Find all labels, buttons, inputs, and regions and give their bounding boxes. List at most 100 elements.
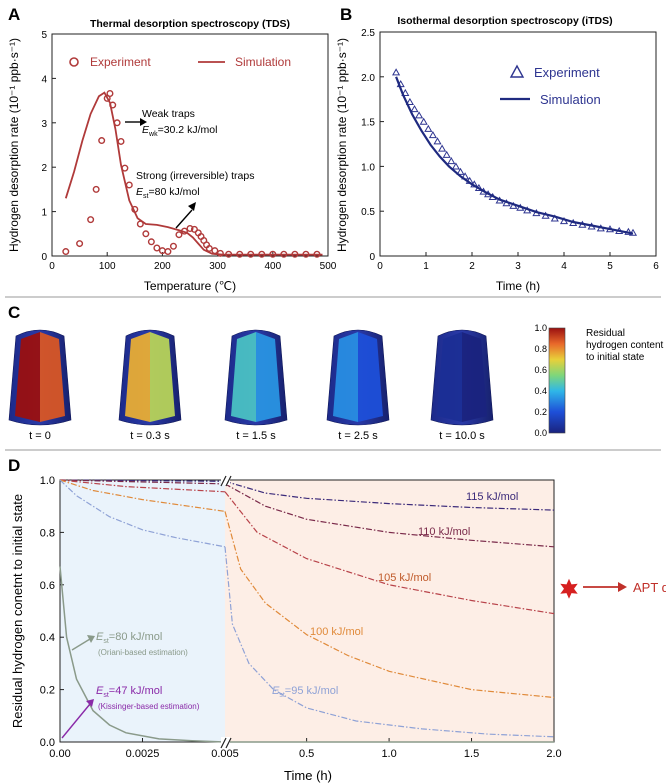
snapshot-label: t = 2.5 s [338, 430, 378, 442]
panel-a-experiment-point [280, 250, 288, 258]
panel-a-annotation-weak: Weak traps [142, 108, 195, 120]
panel-a-experiment-point [87, 216, 95, 224]
panel-label-d: D [8, 456, 20, 475]
est47-label: Est=47 kJ/mol [96, 685, 162, 699]
panel-a-experiment-point [269, 250, 277, 258]
panel-a-experiment-point [109, 101, 117, 109]
panel-a-experiment-point [98, 137, 106, 145]
panel-b-xtick-label: 5 [607, 261, 613, 272]
panel-a-experiment-point [247, 250, 255, 258]
snapshot-core-left [15, 332, 40, 422]
colorbar-tick-label: 0.6 [534, 365, 547, 375]
snapshot-core-right [358, 332, 383, 422]
panel-a-legend-experiment-marker [69, 57, 79, 67]
panel-a-experiment-point [106, 89, 114, 97]
panel-a-plot-frame [51, 33, 329, 257]
panel-b-experiment-point [456, 167, 465, 175]
colorbar-tick-label: 0.4 [534, 386, 547, 396]
panel-a-experiment-point [62, 248, 70, 256]
panel-d-ytick-label: 1.0 [40, 475, 55, 487]
panel-a-experiment-point [164, 248, 172, 256]
series-line-95-kJ-mol [59, 479, 226, 548]
apt-arrow-head [618, 582, 627, 592]
panel-d-ytick-label: 0.6 [40, 580, 55, 592]
panel-a-ytick-label: 5 [41, 30, 47, 41]
panel-a-experiment-point [291, 250, 299, 258]
panel-a-ytick-label: 3 [41, 119, 47, 130]
est95-label: Est=95 kJ/mol [272, 685, 338, 699]
est80-arrow [71, 638, 91, 651]
panel-d-xtick-label: 1.0 [381, 748, 396, 760]
panel-b-ytick-label: 2.0 [361, 73, 375, 84]
apt-data-marker [560, 578, 578, 599]
panel-a-experiment-point [236, 250, 244, 258]
panel-a-experiment-point [180, 227, 188, 235]
snapshot-core-right [40, 332, 65, 422]
panel-a-experiment-point [169, 242, 177, 250]
snapshot-core-right [462, 332, 487, 422]
panel-d-ytick-label: 0.8 [40, 527, 55, 539]
colorbar-label: Residual hydrogen content to initial state [586, 328, 664, 363]
panel-a-experiment-point [136, 220, 144, 228]
panel-a-xlabel: Temperature (℃) [144, 279, 236, 293]
series-label-105: 105 kJ/mol [378, 572, 431, 584]
colorbar-tick-label: 0.2 [534, 407, 547, 417]
panel-b-xtick-label: 6 [653, 261, 659, 272]
panel-b-plot-frame [379, 31, 657, 257]
panel-label-c: C [8, 303, 20, 322]
panel-a-experiment-point [186, 224, 194, 232]
panel-a-experiment-point [117, 137, 125, 145]
snapshot-label: t = 0 [29, 430, 51, 442]
panel-a-experiment-point [142, 230, 150, 238]
series-line-105-kJ-mol [224, 491, 555, 615]
snapshot-core-right [150, 332, 175, 422]
panel-a-experiment-point [76, 240, 84, 248]
panel-a-ytick-label: 1 [41, 208, 47, 219]
panel-b-xlabel: Time (h) [496, 279, 540, 293]
panel-a-annotation-strong: Strong (irreversible) traps [136, 170, 254, 182]
panel-b-ytick-label: 0 [369, 252, 375, 263]
panel-a-experiment-point [175, 231, 183, 239]
series-label-110: 110 kJ/mol [418, 526, 470, 538]
est80-arrow-head [87, 635, 95, 643]
panel-a-legend-experiment: Experiment [90, 55, 151, 69]
series-label-100: 100 kJ/mol [310, 626, 363, 638]
panel-b-experiment-point [419, 117, 428, 125]
panel-a-experiment-point [258, 250, 266, 258]
panel-d-ytick-label: 0.2 [40, 685, 55, 697]
panel-d-xtick-label: 0.00 [49, 748, 70, 760]
panel-a-experiment-point [131, 205, 139, 213]
panel-b-experiment-point [433, 137, 442, 145]
panel-a-xtick-label: 0 [49, 261, 55, 272]
snapshot-core-left [437, 332, 462, 422]
colorbar [548, 327, 566, 434]
panel-b-title: Isothermal desorption spectroscopy (iTDS… [397, 15, 612, 27]
panel-d-shade-segment2 [225, 480, 554, 742]
panel-b-experiment-point [451, 162, 460, 170]
axis-break-bottom [220, 737, 232, 749]
series-line-110-kJ-mol [59, 479, 226, 485]
panel-b-experiment-point [405, 97, 414, 105]
panel-a-chart: Thermal desorption spectroscopy (TDS) 0 1… [7, 18, 337, 293]
panel-d-xtick-label: 1.5 [464, 748, 479, 760]
panel-a-arrow-strong-head [188, 202, 196, 211]
panel-b-experiment-point [401, 88, 410, 97]
panel-d-ytick-label: 0.0 [40, 737, 55, 749]
panel-d-shade-segment1 [60, 480, 225, 742]
panel-a-experiment-point [302, 250, 310, 258]
panel-a-xtick-label: 500 [320, 261, 337, 272]
panel-b-ytick-label: 1.0 [361, 162, 375, 173]
panel-a-experiment-point [216, 249, 224, 257]
snapshot-core-left [125, 332, 150, 422]
panel-b-xtick-label: 2 [469, 261, 475, 272]
panel-b-chart: Isothermal desorption spectroscopy (iTDS… [335, 15, 659, 293]
panel-a-experiment-point [147, 238, 155, 246]
panel-a-experiment-point [113, 119, 121, 127]
panel-a-experiment-point [190, 225, 198, 233]
est80-label: Est=80 kJ/mol [96, 631, 162, 645]
panel-label-b: B [340, 5, 352, 24]
snapshot-label: t = 1.5 s [236, 430, 276, 442]
apt-label: APT data [633, 580, 666, 595]
panel-b-legend-experiment: Experiment [534, 65, 600, 80]
